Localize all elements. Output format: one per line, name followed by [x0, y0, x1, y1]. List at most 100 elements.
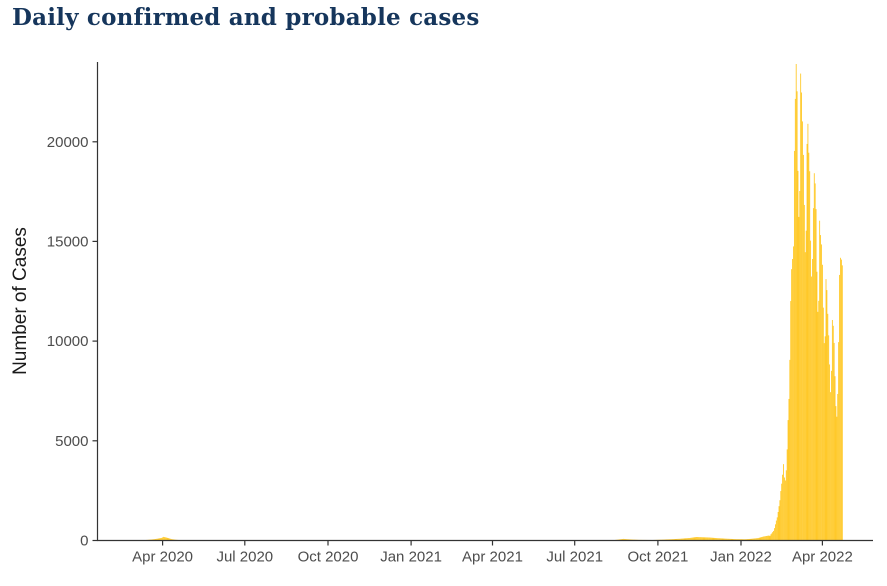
case-bar: [833, 326, 834, 541]
case-bar: [818, 301, 819, 541]
case-bar: [822, 265, 823, 541]
case-bar: [831, 371, 832, 541]
case-bar: [772, 532, 773, 540]
case-bar: [787, 449, 788, 540]
case-bar: [827, 314, 828, 541]
case-bar: [806, 231, 807, 541]
case-bar: [801, 93, 802, 541]
case-bar: [789, 399, 790, 541]
case-bar: [799, 217, 800, 541]
case-bar: [808, 124, 809, 541]
case-bar: [828, 335, 829, 540]
case-bar: [770, 536, 771, 540]
case-bar: [776, 521, 777, 541]
case-bar: [829, 364, 830, 540]
case-bar: [768, 536, 769, 541]
case-bar: [799, 191, 800, 541]
x-axis-ticks-group: Apr 2020 Jul 2020 Oct 2020 Jan 2021 Apr 2021…: [132, 541, 853, 566]
case-bar: [790, 301, 791, 540]
x-tick-label: Apr 2021: [462, 549, 523, 566]
case-bar: [817, 312, 818, 541]
case-bar: [791, 269, 792, 540]
case-bar: [800, 74, 801, 541]
axis-lines: [98, 62, 874, 541]
case-bar: [786, 470, 787, 540]
case-bar: [840, 258, 841, 541]
case-bar: [778, 512, 779, 541]
y-tick-label: 20000: [47, 134, 89, 151]
case-bar: [815, 183, 816, 540]
case-bar: [834, 343, 835, 541]
case-bar: [788, 420, 789, 540]
case-bar: [835, 376, 836, 540]
case-bar: [802, 121, 803, 540]
case-bar: [827, 290, 828, 540]
case-bar: [823, 308, 824, 541]
case-bar: [811, 277, 812, 541]
case-bar: [766, 536, 767, 540]
case-bar: [803, 155, 804, 541]
case-bar: [789, 360, 790, 541]
x-tick-label: Oct 2021: [627, 549, 688, 566]
case-bar: [783, 464, 784, 540]
case-bar: [785, 480, 786, 540]
case-bar: [804, 205, 805, 541]
case-bar: [782, 475, 783, 541]
case-bar: [805, 252, 806, 540]
case-bar: [809, 171, 810, 540]
case-bar: [767, 536, 768, 541]
case-bar: [764, 536, 765, 540]
page-title: Daily confirmed and probable cases: [12, 4, 480, 31]
case-bar: [826, 279, 827, 540]
case-bar: [780, 500, 781, 540]
y-axis-title: Number of Cases: [10, 227, 31, 375]
case-bar: [808, 153, 809, 541]
case-bar: [795, 99, 796, 541]
case-bar: [816, 209, 817, 540]
case-bar: [820, 235, 821, 540]
case-bar: [836, 417, 837, 541]
case-bar: [810, 241, 811, 541]
case-bar: [780, 491, 781, 540]
x-tick-label: Jul 2020: [216, 549, 273, 566]
case-bar: [839, 275, 840, 541]
case-bar: [812, 259, 813, 541]
case-bar: [821, 244, 822, 540]
case-bar: [775, 524, 776, 540]
case-bar: [798, 171, 799, 541]
case-bar: [771, 533, 772, 540]
case-bar: [793, 246, 794, 540]
case-bar: [824, 343, 825, 540]
case-bar: [837, 394, 838, 541]
case-bars-group: [131, 64, 842, 541]
case-bar: [841, 260, 842, 541]
y-tick-label: 0: [80, 533, 88, 550]
x-tick-label: Jan 2021: [380, 549, 442, 566]
case-bar: [813, 208, 814, 540]
case-bar: [784, 478, 785, 541]
case-bar: [832, 320, 833, 541]
case-bar: [836, 406, 837, 540]
case-bar: [781, 484, 782, 541]
y-tick-label: 15000: [47, 233, 89, 250]
case-bar: [819, 221, 820, 541]
case-bar: [814, 173, 815, 540]
y-tick-label: 10000: [47, 333, 89, 350]
case-bar: [807, 144, 808, 541]
case-bar: [777, 517, 778, 540]
case-bar: [838, 342, 839, 540]
case-bar: [770, 534, 771, 540]
case-bar: [797, 91, 798, 540]
case-bar: [825, 336, 826, 540]
x-tick-label: Jul 2021: [546, 549, 603, 566]
case-bar: [796, 64, 797, 541]
x-tick-label: Apr 2020: [132, 549, 193, 566]
x-tick-label: Oct 2020: [298, 549, 359, 566]
case-bar: [792, 259, 793, 541]
case-bar: [794, 151, 795, 541]
case-bar: [774, 528, 775, 540]
case-bar: [842, 265, 843, 540]
